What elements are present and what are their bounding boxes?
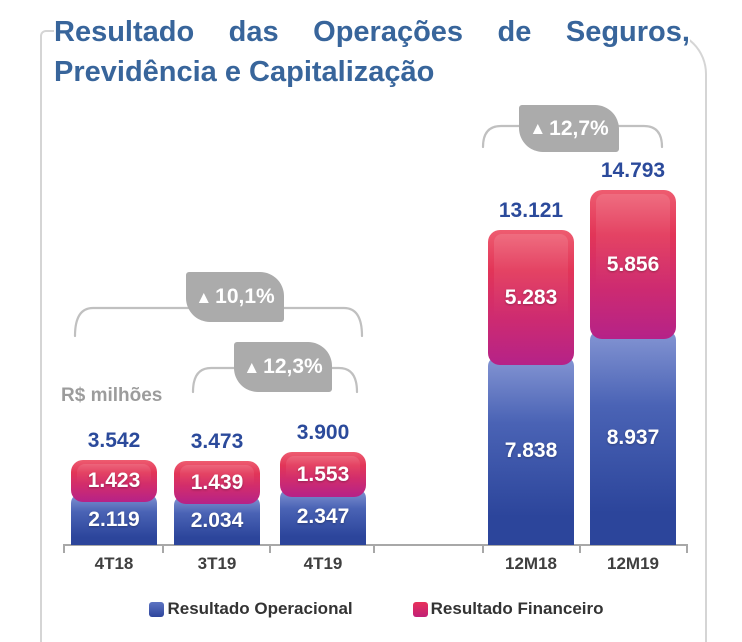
bar-segment-operacional: 2.347 [280, 489, 366, 545]
segment-value-label: 8.937 [606, 426, 660, 449]
title-word: Resultado [54, 16, 195, 48]
legend-item-financeiro: Resultado Financeiro [412, 599, 604, 619]
growth-percentage: 12,3% [263, 355, 323, 378]
bar-segment-financeiro: 1.439 [174, 461, 260, 504]
growth-percentage: 12,7% [549, 116, 609, 140]
x-axis-tick [269, 544, 271, 553]
up-triangle-icon: ▲ [529, 119, 547, 138]
category-label: 12M18 [505, 554, 557, 573]
segment-value-label: 7.838 [504, 439, 558, 462]
title-word: de [497, 16, 532, 48]
x-axis-tick [63, 544, 65, 553]
segment-value-label: 2.034 [190, 508, 244, 532]
bar-segment-financeiro: 1.553 [280, 452, 366, 497]
legend: Resultado Operacional Resultado Financeir… [64, 599, 689, 619]
title-word: das [228, 16, 279, 48]
legend-label: Resultado Operacional [167, 599, 353, 618]
growth-badge: ▲ 10,1% [186, 272, 284, 322]
x-axis-line [64, 544, 687, 546]
legend-label: Resultado Financeiro [430, 599, 604, 618]
bar-4T18: 2.119 1.423 [71, 460, 157, 545]
segment-value-label: 2.347 [296, 505, 350, 528]
category-label: 3T19 [197, 554, 237, 573]
bar-3T19: 2.034 1.439 [174, 461, 260, 545]
unit-label: R$ milhões [61, 385, 163, 406]
x-axis-tick [579, 544, 581, 553]
chart-title-line-1: Resultado das Operações de Seguros, [54, 12, 690, 52]
bar-segment-operacional: 7.838 [488, 357, 574, 545]
title-word: Operações [313, 16, 464, 48]
chart-title: Resultado das Operações de Seguros, Previdên… [54, 10, 690, 96]
legend-swatch-operacional [149, 601, 165, 617]
growth-badge: ▲ 12,7% [519, 105, 619, 152]
legend-item-operacional: Resultado Operacional [149, 599, 353, 619]
x-axis-tick [482, 544, 484, 553]
category-label: 4T19 [303, 554, 343, 573]
bar-4T19: 2.347 1.553 [280, 452, 366, 545]
growth-percentage: 10,1% [215, 285, 275, 308]
total-value-label: 13.121 [498, 199, 564, 222]
bar-12M19: 8.937 5.856 [590, 190, 676, 545]
title-word: Seguros, [565, 16, 690, 48]
x-axis-tick [373, 544, 375, 553]
bar-segment-financeiro: 5.283 [488, 230, 574, 365]
growth-badge: ▲ 12,3% [234, 342, 332, 392]
bar-segment-operacional: 2.119 [71, 494, 157, 545]
total-value-label: 3.542 [87, 429, 141, 452]
segment-value-label: 1.553 [296, 462, 350, 486]
chart-title-line-2: Previdência e Capitalização [54, 56, 435, 88]
segment-value-label: 5.856 [606, 252, 660, 276]
segment-value-label: 2.119 [88, 507, 140, 531]
segment-value-label: 1.439 [190, 470, 244, 494]
legend-swatch-financeiro [412, 601, 428, 617]
category-label: 12M19 [607, 554, 659, 573]
bar-segment-financeiro: 5.856 [590, 190, 676, 339]
segment-value-label: 5.283 [504, 285, 558, 309]
x-axis-tick [686, 544, 688, 553]
total-value-label: 3.900 [296, 421, 350, 444]
total-value-label: 14.793 [600, 159, 666, 182]
bar-segment-financeiro: 1.423 [71, 460, 157, 502]
segment-value-label: 1.423 [87, 469, 141, 492]
category-label: 4T18 [94, 554, 134, 573]
up-triangle-icon: ▲ [195, 287, 213, 307]
bar-segment-operacional: 2.034 [174, 496, 260, 545]
bar-segment-operacional: 8.937 [590, 331, 676, 545]
up-triangle-icon: ▲ [243, 357, 261, 377]
total-value-label: 3.473 [190, 430, 244, 453]
bar-12M18: 7.838 5.283 [488, 230, 574, 545]
x-axis-tick [162, 544, 164, 553]
